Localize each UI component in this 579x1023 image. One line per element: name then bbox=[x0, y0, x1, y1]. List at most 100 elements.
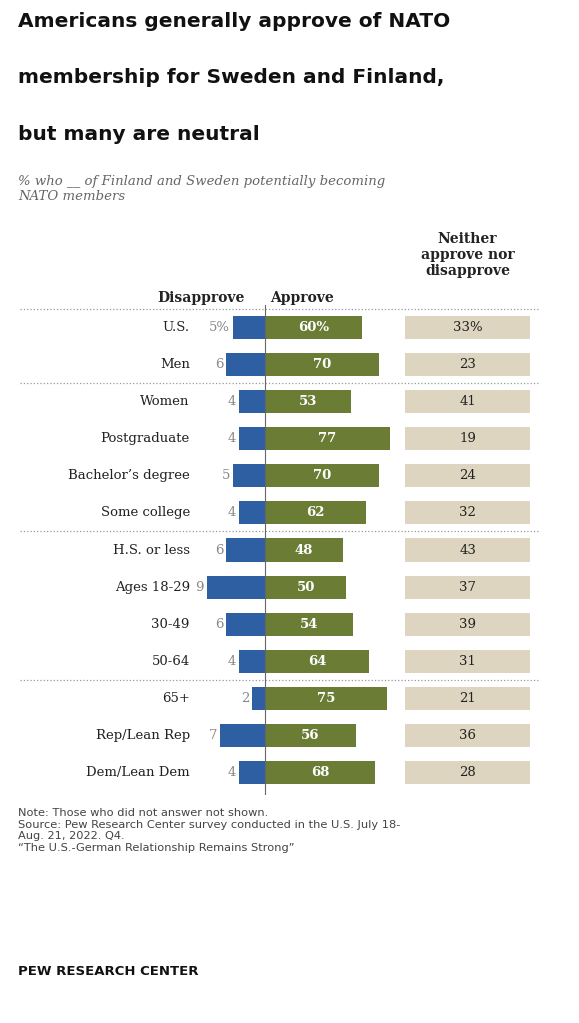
Bar bbox=[265, 576, 346, 598]
Text: 31: 31 bbox=[459, 655, 476, 668]
Text: Neither
approve nor
disapprove: Neither approve nor disapprove bbox=[421, 232, 514, 278]
Text: PEW RESEARCH CENTER: PEW RESEARCH CENTER bbox=[18, 965, 199, 978]
Bar bbox=[265, 316, 362, 339]
Bar bbox=[405, 576, 530, 598]
Bar bbox=[239, 428, 265, 450]
Text: 24: 24 bbox=[459, 470, 476, 482]
Text: 21: 21 bbox=[459, 692, 476, 705]
Bar bbox=[265, 464, 379, 487]
Text: 70: 70 bbox=[313, 470, 331, 482]
Text: 4: 4 bbox=[228, 506, 236, 520]
Bar bbox=[265, 724, 356, 747]
Text: 6: 6 bbox=[215, 543, 223, 557]
Bar bbox=[252, 687, 265, 710]
Text: Women: Women bbox=[141, 395, 190, 408]
Text: Americans generally approve of NATO: Americans generally approve of NATO bbox=[18, 12, 450, 31]
Text: 75: 75 bbox=[317, 692, 335, 705]
Bar bbox=[405, 724, 530, 747]
Bar bbox=[226, 613, 265, 635]
Bar bbox=[239, 761, 265, 785]
Text: 56: 56 bbox=[301, 729, 320, 742]
Text: 33%: 33% bbox=[453, 321, 482, 333]
Text: but many are neutral: but many are neutral bbox=[18, 125, 260, 143]
Bar bbox=[405, 687, 530, 710]
Bar bbox=[239, 650, 265, 673]
Bar bbox=[405, 428, 530, 450]
Text: Approve: Approve bbox=[270, 291, 334, 305]
Text: 5%: 5% bbox=[209, 321, 230, 333]
Text: membership for Sweden and Finland,: membership for Sweden and Finland, bbox=[18, 69, 444, 87]
Text: 62: 62 bbox=[306, 506, 325, 520]
Bar bbox=[405, 613, 530, 635]
Text: Bachelor’s degree: Bachelor’s degree bbox=[68, 470, 190, 482]
Text: 6: 6 bbox=[215, 618, 223, 631]
Bar bbox=[226, 538, 265, 562]
Text: 50: 50 bbox=[296, 581, 315, 593]
Text: 77: 77 bbox=[318, 432, 336, 445]
Text: Some college: Some college bbox=[101, 506, 190, 520]
Text: 43: 43 bbox=[459, 543, 476, 557]
Bar bbox=[265, 538, 343, 562]
Text: U.S.: U.S. bbox=[163, 321, 190, 333]
Text: 60%: 60% bbox=[298, 321, 329, 333]
Text: 39: 39 bbox=[459, 618, 476, 631]
Bar bbox=[226, 353, 265, 375]
Text: 50-64: 50-64 bbox=[152, 655, 190, 668]
Text: Ages 18-29: Ages 18-29 bbox=[115, 581, 190, 593]
Bar bbox=[265, 428, 390, 450]
Bar bbox=[219, 724, 265, 747]
Text: 30-49: 30-49 bbox=[152, 618, 190, 631]
Text: 5: 5 bbox=[222, 470, 230, 482]
Bar bbox=[265, 761, 375, 785]
Text: 4: 4 bbox=[228, 432, 236, 445]
Text: 4: 4 bbox=[228, 395, 236, 408]
Text: Men: Men bbox=[160, 358, 190, 371]
Text: 2: 2 bbox=[241, 692, 250, 705]
Text: 41: 41 bbox=[459, 395, 476, 408]
Text: 23: 23 bbox=[459, 358, 476, 371]
Text: 6: 6 bbox=[215, 358, 223, 371]
Text: Postgraduate: Postgraduate bbox=[101, 432, 190, 445]
Bar bbox=[265, 501, 366, 525]
Text: Rep/Lean Rep: Rep/Lean Rep bbox=[96, 729, 190, 742]
Text: 19: 19 bbox=[459, 432, 476, 445]
Bar bbox=[265, 687, 387, 710]
Bar bbox=[405, 538, 530, 562]
Text: 4: 4 bbox=[228, 766, 236, 780]
Text: 53: 53 bbox=[299, 395, 317, 408]
Text: Disapprove: Disapprove bbox=[157, 291, 244, 305]
Text: 9: 9 bbox=[195, 581, 204, 593]
Bar bbox=[405, 501, 530, 525]
Bar bbox=[239, 501, 265, 525]
Bar bbox=[207, 576, 265, 598]
Bar bbox=[233, 316, 265, 339]
Bar bbox=[265, 650, 369, 673]
Bar bbox=[405, 390, 530, 413]
Bar bbox=[405, 761, 530, 785]
Text: 70: 70 bbox=[313, 358, 331, 371]
Text: 64: 64 bbox=[307, 655, 326, 668]
Bar bbox=[265, 353, 379, 375]
Bar bbox=[265, 613, 353, 635]
Text: 4: 4 bbox=[228, 655, 236, 668]
Bar bbox=[265, 390, 351, 413]
Bar bbox=[233, 464, 265, 487]
Text: 32: 32 bbox=[459, 506, 476, 520]
Bar bbox=[405, 464, 530, 487]
Text: 48: 48 bbox=[295, 543, 313, 557]
Bar bbox=[239, 390, 265, 413]
Bar bbox=[405, 316, 530, 339]
Text: 7: 7 bbox=[208, 729, 217, 742]
Text: 28: 28 bbox=[459, 766, 476, 780]
Text: 54: 54 bbox=[299, 618, 318, 631]
Text: Note: Those who did not answer not shown.
Source: Pew Research Center survey con: Note: Those who did not answer not shown… bbox=[18, 808, 400, 853]
Bar bbox=[405, 650, 530, 673]
Text: 36: 36 bbox=[459, 729, 476, 742]
Text: 68: 68 bbox=[311, 766, 329, 780]
Bar bbox=[405, 353, 530, 375]
Text: % who __ of Finland and Sweden potentially becoming
NATO members: % who __ of Finland and Sweden potential… bbox=[18, 175, 385, 203]
Text: 65+: 65+ bbox=[162, 692, 190, 705]
Text: H.S. or less: H.S. or less bbox=[113, 543, 190, 557]
Text: 37: 37 bbox=[459, 581, 476, 593]
Text: Dem/Lean Dem: Dem/Lean Dem bbox=[86, 766, 190, 780]
